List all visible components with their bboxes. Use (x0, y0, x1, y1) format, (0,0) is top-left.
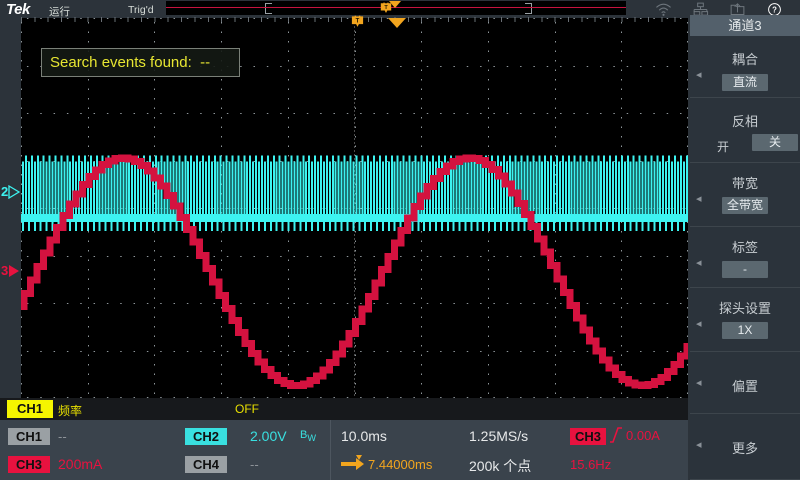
svg-text:T: T (356, 18, 360, 24)
svg-text:?: ? (772, 6, 777, 15)
